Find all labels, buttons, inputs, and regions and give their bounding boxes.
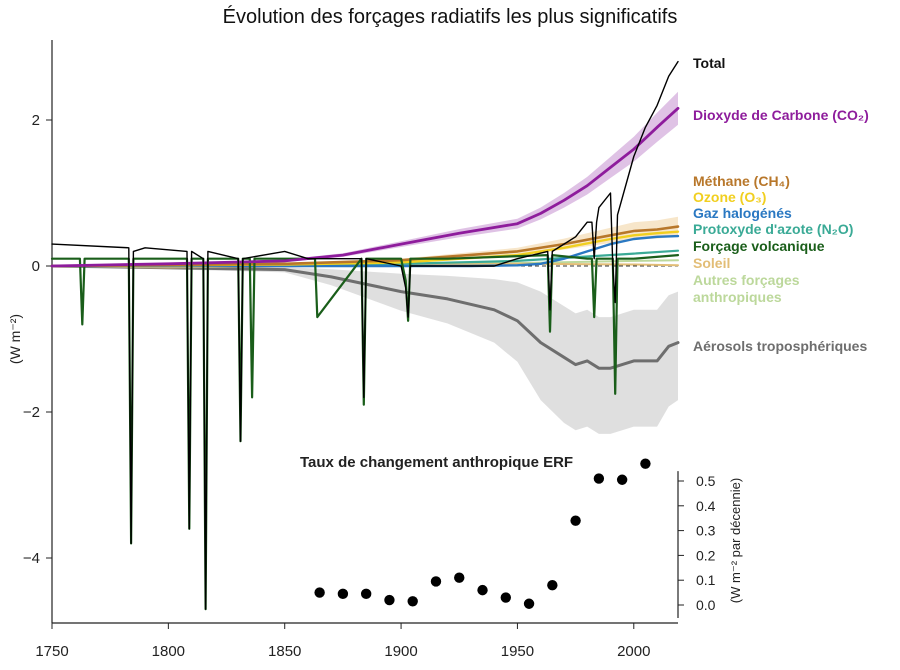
inset-y-tick-label: 0.0 [696,597,716,613]
x-tick-label: 1900 [384,643,417,660]
inset-point [523,598,535,609]
legend-label-dioxyde-de-carbone-co: Dioxyde de Carbone (CO₂) [693,107,869,123]
inset-y-tick-label: 0.5 [696,473,716,489]
legend-label-forcage-volcanique: Forçage volcanique [693,238,825,254]
legend-label-autres-forcages-anthropiques: Autres forçages anthropiques [693,272,800,305]
y-tick-label: −4 [23,550,40,567]
inset-point [454,572,465,583]
legend-label-total: Total [693,55,725,71]
inset-point [360,588,372,600]
legend-label-aerosols-tropospheriques: Aérosols troposphériques [693,338,867,354]
legend-label-ozone-o: Ozone (O₃) [693,189,766,205]
chart-title: Évolution des forçages radiatifs les plu… [222,6,678,28]
inset-y-axis-label: (W m⁻² par décennie) [728,478,743,603]
series-line-aerosols-tropospheriques [50,264,680,370]
inset-point [500,592,511,603]
legend-label-protoxyde-d-azote-n-o: Protoxyde d'azote (N₂O) [693,221,853,237]
inset-point [570,515,581,526]
x-tick-label: 1850 [268,643,301,660]
inset-point [616,474,628,485]
inset-y-tick-label: 0.1 [696,572,716,588]
series-line-total [51,60,679,610]
x-tick-label: 1800 [152,643,185,660]
x-tick-label: 2000 [617,643,650,660]
inset-point [337,588,349,600]
inset-point [430,576,442,587]
aerosols-uncertainty-band [52,266,678,434]
x-tick-label: 1950 [501,643,534,660]
legend-label-methane-ch: Méthane (CH₄) [693,173,790,189]
inset-y-tick-label: 0.2 [696,547,716,563]
inset-point [477,584,488,596]
inset-point [314,587,325,598]
y-axis-label: (W m⁻²) [7,314,23,364]
inset-point [407,596,418,607]
inset-point [593,473,605,484]
y-tick-label: 2 [32,112,40,129]
inset-title: Taux de changement anthropique ERF [300,454,573,471]
legend-label-soleil: Soleil [693,255,730,271]
inset-y-tick-label: 0.4 [696,498,716,514]
y-tick-label: −2 [23,404,40,421]
inset-point [640,458,651,469]
y-tick-label: 0 [32,258,40,275]
legend-label-gaz-halogenes: Gaz halogénés [693,205,792,221]
inset-point [547,579,558,591]
inset-y-tick-label: 0.3 [696,523,716,539]
x-tick-label: 1750 [35,643,68,660]
series-line-dioxyde-de-carbone-co [50,106,680,268]
inset-point [384,594,395,606]
